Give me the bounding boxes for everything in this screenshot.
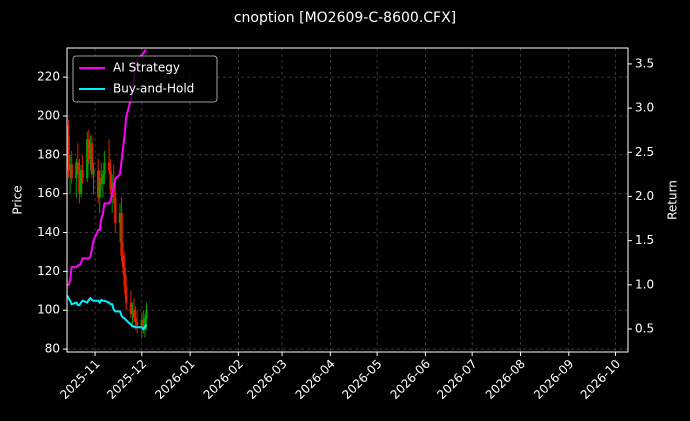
candle-body [92,170,95,175]
candle-body [140,319,143,326]
y-tick-label: 120 [37,264,60,278]
candle-body [79,170,83,194]
candle-body [131,310,134,315]
candle-body [70,164,73,179]
candle-body [125,286,128,303]
legend-box [72,55,218,103]
y-tick-label: 80 [45,342,60,356]
candle-body [68,164,72,171]
y2-tick-label: 1.5 [635,233,654,247]
candle-body [98,178,101,198]
candle-body [101,174,105,184]
candle-body [103,162,106,175]
legend-label: AI Strategy [113,61,180,75]
y-tick-label: 140 [37,225,60,239]
candle-body [145,310,148,319]
candle-body [100,178,103,184]
legend: AI Strategy Buy-and-Hold [72,55,218,103]
candle-body [110,182,114,190]
candle-body [78,170,81,194]
candle-body [89,143,92,159]
candle-body [114,197,117,223]
y-tick-label: 220 [37,70,60,84]
candle-body [123,267,126,287]
candle-body [142,319,145,330]
candle-body [67,125,69,136]
chart-title: cnoption [MO2609-C-8600.CFX] [234,10,456,26]
y2-tick-label: 0.5 [635,322,654,336]
candle-body [75,162,78,179]
candle-body [118,213,122,223]
plot-frame [66,47,629,353]
y2-tick-label: 3.0 [635,101,654,115]
candle-body [86,139,89,179]
candle-body [107,162,111,171]
candle-body [109,170,112,190]
y-tick-label: 200 [37,108,60,122]
candle-body [121,255,125,268]
y2-tick-label: 2.5 [635,145,654,159]
y2-tick-label: 3.5 [635,56,654,70]
candle-body [135,321,139,326]
candle-body [67,135,70,171]
candle-body [90,143,94,175]
y-tick-label: 100 [37,303,60,317]
candle-body [129,302,133,315]
candle-body [134,318,137,322]
candle-body [120,213,123,256]
y2-axis-label: Return [666,180,680,220]
y2-tick-label: 2.0 [635,189,654,203]
line-series [67,294,148,331]
candle-body [76,162,80,171]
candle-body [143,318,147,330]
legend-label: Buy-and-Hold [113,82,194,96]
candle-body [132,310,136,319]
y-axis-label: Price [11,185,25,214]
candle-body [81,170,84,179]
y-tick-label: 160 [37,186,60,200]
candle-body [87,139,91,159]
candle-body [96,170,100,198]
y2-tick-label: 1.0 [635,277,654,291]
y-tick-label: 180 [37,147,60,161]
